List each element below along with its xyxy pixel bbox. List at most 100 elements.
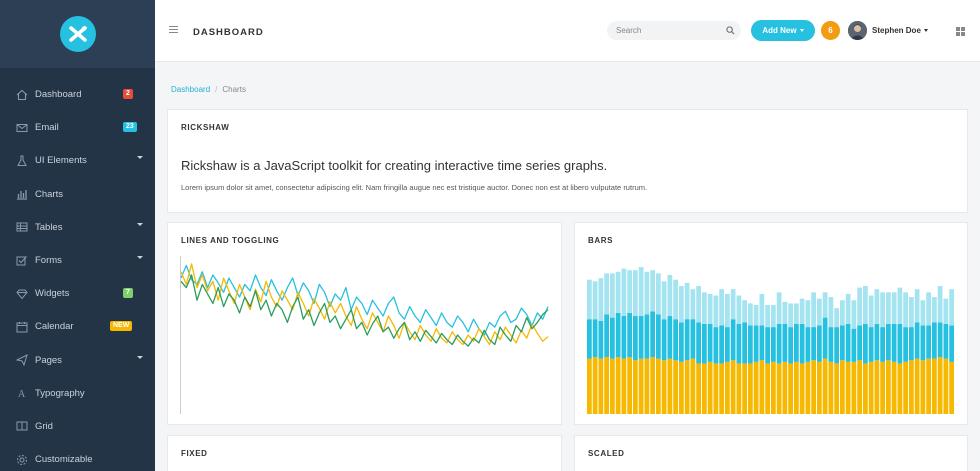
sidebar-item-label: Pages [35, 354, 62, 366]
bar-segment-s2-10 [638, 316, 644, 359]
bar-segment-s2-16 [673, 319, 678, 361]
bar-segment-s1-62 [937, 357, 943, 414]
bar-segment-s1-56 [903, 361, 908, 414]
bar-segment-s2-37 [794, 323, 799, 362]
bar-segment-s2-39 [805, 327, 811, 362]
scaled-card: SCALED [574, 435, 968, 471]
diamond-icon [16, 288, 28, 300]
add-new-button[interactable]: Add New [751, 20, 815, 41]
sidebar-item-tables[interactable]: Tables [0, 211, 155, 244]
bar-segment-s2-24 [719, 325, 724, 364]
sidebar-item-calendar[interactable]: Calendar NEW [0, 310, 155, 343]
fixed-card: FIXED [167, 435, 562, 471]
chevron-down-icon [137, 222, 143, 226]
sidebar-item-charts[interactable]: Charts [0, 178, 155, 211]
bar-segment-s1-23 [713, 363, 719, 414]
bar-segment-s1-50 [868, 361, 874, 414]
bar-segment-s2-13 [656, 314, 661, 359]
bar-segment-s1-21 [702, 363, 707, 414]
bar-segment-s3-23 [713, 295, 719, 328]
bar-segment-s2-61 [932, 322, 937, 359]
bar-segment-s3-41 [817, 298, 822, 326]
calendar-icon [16, 321, 28, 333]
bar-segment-s3-25 [725, 293, 730, 328]
chevron-down-icon [137, 355, 143, 359]
bar-segment-s1-18 [684, 360, 690, 414]
lines-toggling-card: LINES AND TOGGLING [167, 222, 562, 425]
bar-segment-s2-18 [684, 319, 690, 361]
bar-segment-s2-27 [736, 323, 742, 364]
bar-segment-s2-6 [615, 312, 621, 358]
bar-segment-s3-40 [811, 292, 816, 328]
bar-segment-s2-21 [702, 323, 707, 364]
notification-badge[interactable]: 6 [821, 21, 840, 40]
top-bar: DASHBOARD Add New 6 Stephen Doe [155, 0, 980, 62]
bar-segment-s3-20 [696, 286, 701, 323]
chevron-down-icon [137, 156, 143, 160]
sidebar-item-typography[interactable]: A Typography [0, 377, 155, 410]
sidebar-badge: 23 [123, 122, 137, 133]
bar-segment-s2-17 [679, 322, 684, 362]
bar-segment-s1-37 [794, 361, 799, 414]
sidebar-item-grid[interactable]: Grid [0, 410, 155, 443]
bar-segment-s2-28 [742, 322, 747, 364]
sidebar-item-forms[interactable]: Forms [0, 244, 155, 277]
sidebar-item-widgets[interactable]: Widgets 7 [0, 277, 155, 310]
avatar[interactable] [848, 21, 867, 40]
bar-segment-s2-35 [782, 323, 788, 362]
bar-segment-s2-55 [897, 323, 903, 364]
bar-segment-s3-26 [730, 289, 736, 320]
bar-segment-s3-3 [598, 278, 604, 321]
bar-segment-s1-44 [834, 363, 839, 414]
sidebar-item-dashboard[interactable]: Dashboard 2 [0, 78, 155, 111]
bar-segment-s1-6 [615, 357, 621, 414]
logo-icon[interactable] [59, 16, 96, 52]
bar-segment-s3-58 [914, 289, 920, 323]
bar-segment-s3-33 [771, 304, 776, 328]
checkbox-icon [16, 255, 28, 267]
bar-segment-s1-61 [932, 358, 937, 414]
hamburger-menu-icon[interactable] [169, 26, 178, 35]
bar-segment-s1-58 [914, 358, 920, 414]
bar-segment-s3-28 [742, 300, 747, 323]
bar-segment-s1-49 [863, 363, 868, 414]
user-menu[interactable]: Stephen Doe [872, 26, 928, 35]
bar-segment-s3-60 [926, 292, 931, 326]
sidebar-item-email[interactable]: Email 23 [0, 111, 155, 144]
search-input[interactable] [607, 21, 741, 40]
apps-grid-icon[interactable] [956, 27, 965, 36]
bar-segment-s3-57 [909, 297, 914, 328]
bar-segment-s1-43 [828, 361, 834, 414]
sidebar-item-label: Grid [35, 420, 53, 432]
bar-segment-s2-53 [886, 323, 891, 361]
bar-segment-s1-35 [782, 361, 788, 414]
sidebar-item-label: Typography [35, 387, 85, 399]
bar-segment-s1-24 [719, 363, 724, 414]
line-series-3 [180, 274, 549, 347]
bar-segment-s3-44 [834, 308, 839, 328]
bar-segment-s1-9 [633, 360, 638, 414]
bar-segment-s3-55 [897, 287, 903, 324]
bar-segment-s2-38 [799, 323, 805, 364]
sidebar-item-customizable[interactable]: Customizable [0, 443, 155, 471]
search-icon[interactable] [726, 26, 735, 35]
bar-segment-s2-57 [909, 327, 914, 361]
bar-segment-s1-40 [811, 360, 816, 414]
bar-segment-s1-55 [897, 363, 903, 414]
breadcrumb-home-link[interactable]: Dashboard [171, 85, 211, 94]
bar-segment-s2-47 [851, 328, 857, 362]
bar-segment-s2-22 [707, 323, 713, 362]
bar-segment-s1-13 [656, 358, 661, 414]
bar-segment-s3-1 [587, 279, 592, 320]
bar-segment-s1-11 [644, 358, 650, 414]
bar-segment-s2-52 [880, 327, 885, 362]
bar-segment-s3-34 [776, 292, 782, 324]
sidebar-item-ui-elements[interactable]: UI Elements [0, 144, 155, 177]
sidebar-item-pages[interactable]: Pages [0, 344, 155, 377]
bar-segment-s3-24 [719, 289, 724, 326]
card-title: RICKSHAW [181, 123, 230, 132]
bar-segment-s3-42 [822, 292, 828, 318]
bar-segment-s2-48 [857, 325, 862, 361]
bar-segment-s3-22 [707, 293, 713, 324]
bar-segment-s2-15 [667, 316, 673, 359]
